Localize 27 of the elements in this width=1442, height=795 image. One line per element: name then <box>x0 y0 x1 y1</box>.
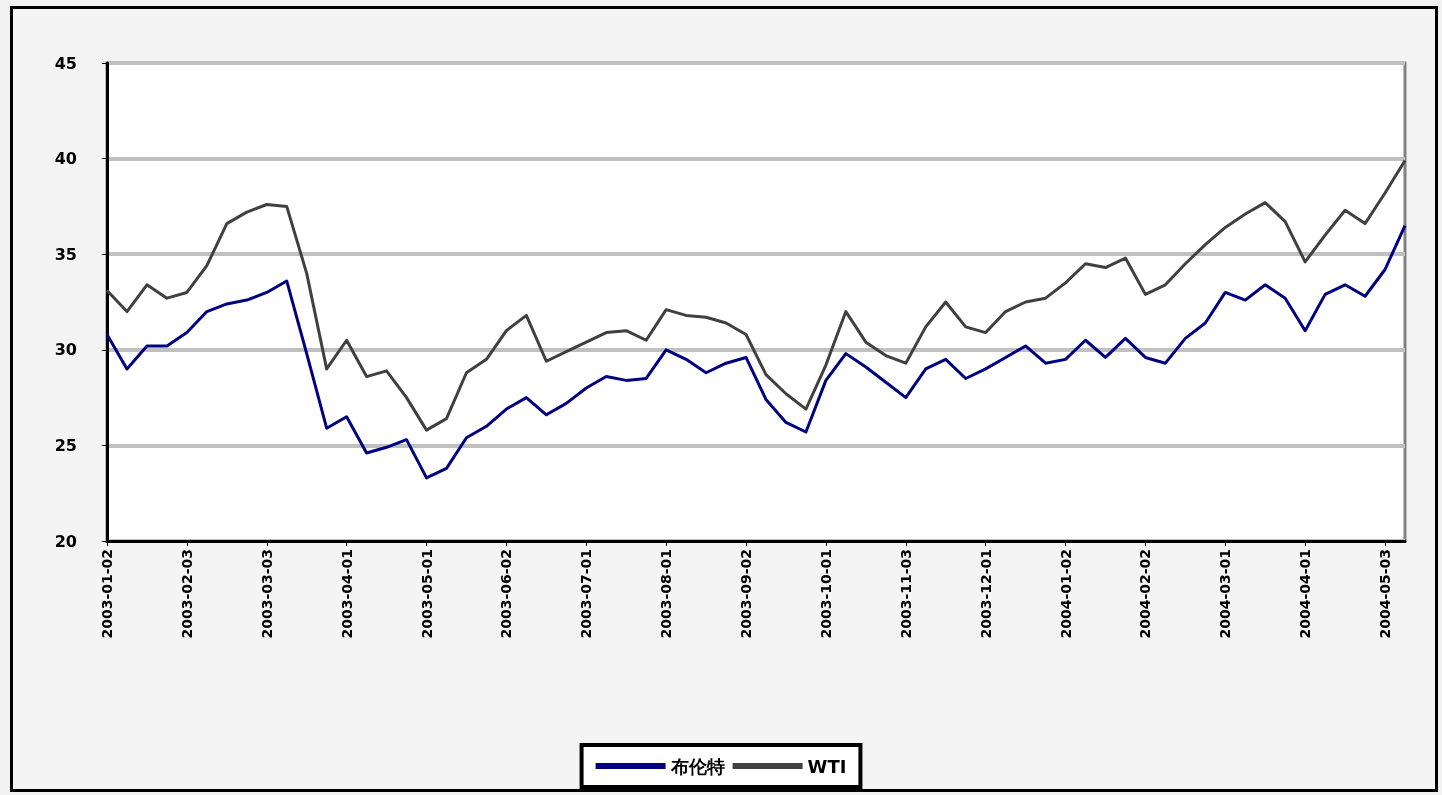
x-tick-label: 2003-12-01 <box>977 549 994 639</box>
y-tick-label: 30 <box>54 340 77 360</box>
x-tick-label: 2003-04-01 <box>338 549 355 639</box>
x-tick-label: 2003-03-03 <box>258 549 275 639</box>
x-tick-label: 2004-01-02 <box>1057 549 1074 639</box>
y-tick-label: 20 <box>54 531 77 551</box>
legend-label: 布伦特 <box>669 755 725 777</box>
x-tick-label: 2004-04-01 <box>1297 549 1314 639</box>
x-tick-label: 2003-09-02 <box>738 549 755 639</box>
x-tick-label: 2003-08-01 <box>658 549 675 639</box>
x-tick-label: 2004-05-03 <box>1377 549 1394 639</box>
x-tick-label: 2003-07-01 <box>578 549 595 639</box>
y-tick-label: 35 <box>54 244 77 264</box>
y-tick-label: 25 <box>54 435 77 455</box>
line-series <box>105 224 1407 480</box>
legend-label: WTI <box>807 755 847 777</box>
x-tick-label: 2004-02-02 <box>1137 549 1154 639</box>
y-tick-label: 40 <box>54 149 77 169</box>
line-series <box>105 159 1407 432</box>
y-tick-label: 45 <box>54 53 77 73</box>
x-tick-label: 2003-06-02 <box>498 549 515 639</box>
x-tick-label: 2003-05-01 <box>418 549 435 639</box>
x-tick-label: 2003-02-03 <box>178 549 195 639</box>
x-tick-label: 2003-11-03 <box>897 549 914 639</box>
x-tick-label: 2003-10-01 <box>817 549 834 639</box>
x-tick-label: 2004-03-01 <box>1217 549 1234 639</box>
x-tick-label: 2003-01-02 <box>99 549 115 639</box>
